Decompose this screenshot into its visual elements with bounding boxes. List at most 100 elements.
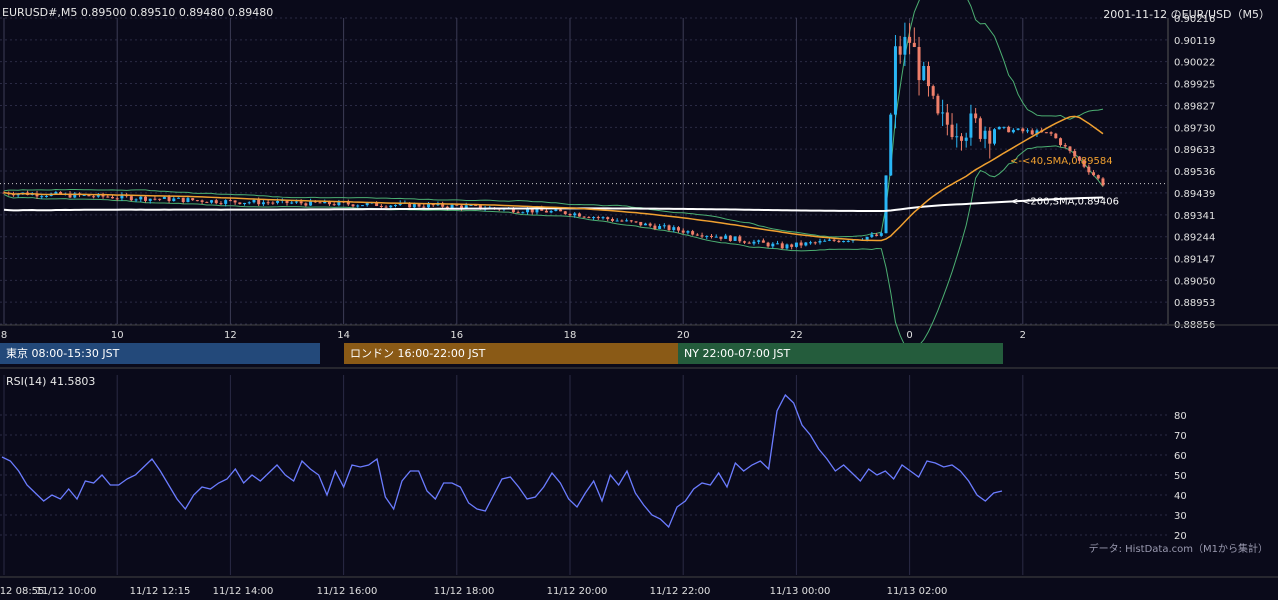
rsi-line (1, 393, 1003, 529)
price-tick-label: 0.89050 (1174, 276, 1215, 287)
candle-body (926, 65, 930, 87)
candle-body (1007, 126, 1011, 133)
candle-body (54, 192, 58, 194)
candle-body (554, 209, 558, 212)
candle-body (898, 46, 902, 55)
candle-body (294, 201, 298, 203)
candle-body (120, 194, 124, 199)
bottom-time-label: 11/12 18:00 (434, 586, 495, 597)
candle-body (974, 113, 978, 119)
ohlc-readout: EURUSD#,M5 0.89500 0.89510 0.89480 0.894… (2, 6, 274, 19)
candle-body (634, 221, 638, 223)
rsi-tick-label: 50 (1174, 471, 1187, 482)
candle-body (813, 242, 817, 244)
candle-body (271, 202, 275, 204)
price-tick-label: 0.90216 (1174, 14, 1215, 25)
candle-body (1087, 166, 1091, 173)
candle-body (186, 198, 190, 202)
sma-40-label: <-<40,SMA,0.89584 (1010, 156, 1113, 167)
time-tick-label: 8 (1, 330, 7, 341)
moving-averages (3, 115, 1104, 242)
candle-body (710, 235, 713, 237)
candle-body (601, 217, 605, 219)
candle-body (964, 137, 968, 141)
candle-body (606, 217, 610, 220)
candle-body (153, 198, 157, 200)
candle-body (1096, 175, 1100, 179)
candle-body (563, 211, 567, 214)
candle-body (639, 221, 643, 226)
candle-body (681, 230, 685, 233)
candle-body (327, 200, 331, 205)
candle-body (672, 227, 676, 231)
price-axis: 0.90216 0.90119 0.90022 0.89925 0.89827 0.897… (0, 14, 1278, 331)
candle-body (1059, 138, 1063, 146)
candle-body (1002, 126, 1006, 128)
candle-body (922, 65, 926, 81)
candle-body (134, 199, 138, 201)
candle-body (181, 197, 185, 202)
candle-body (228, 200, 232, 202)
candle-body (379, 206, 383, 208)
candle-body (587, 217, 591, 219)
candle-body (346, 202, 350, 205)
candle-body (200, 200, 204, 202)
candle-body (728, 235, 732, 241)
candle-body (205, 201, 209, 203)
bottom-time-label: 11/12 20:00 (547, 586, 608, 597)
candle-body (804, 242, 808, 246)
candle-body (1101, 178, 1105, 186)
grid-lines (0, 17, 1168, 575)
candle-body (667, 225, 671, 231)
candle-body (620, 220, 624, 222)
session-london: ロンドン 16:00-22:00 JST (344, 343, 678, 364)
bottom-time-label: 11/12 10:00 (36, 586, 97, 597)
price-tick-label: 0.89925 (1174, 79, 1215, 90)
candle-body (266, 202, 270, 204)
candle-body (761, 240, 765, 243)
rsi-tick-label: 70 (1174, 431, 1187, 442)
candle-body (988, 130, 992, 144)
price-tick-label: 0.88953 (1174, 298, 1215, 309)
candle-body (247, 202, 251, 204)
candle-body (460, 205, 464, 209)
candle-body (695, 234, 699, 236)
candle-body (549, 211, 553, 213)
candle-body (629, 220, 633, 222)
candle-body (747, 242, 751, 244)
candle-body (393, 204, 397, 206)
candle-body (257, 199, 261, 205)
candle-body (714, 236, 718, 238)
candle-body (978, 118, 982, 139)
candle-body (431, 203, 435, 206)
candle-body (129, 196, 133, 201)
candle-body (526, 209, 530, 213)
candle-body (790, 244, 794, 247)
time-tick-label: 10 (111, 330, 124, 341)
rsi-tick-label: 80 (1174, 411, 1187, 422)
candle-body (662, 225, 666, 227)
candle-body (82, 194, 86, 196)
price-tick-label: 0.89633 (1174, 145, 1215, 156)
candle-body (521, 212, 525, 214)
candle-body (318, 202, 322, 204)
candle-body (195, 200, 199, 202)
candle-body (408, 202, 412, 208)
candle-body (276, 200, 280, 203)
candle-body (610, 219, 614, 221)
candle-body (865, 236, 869, 240)
candle-body (110, 196, 114, 199)
candle-body (879, 233, 883, 236)
candle-body (162, 196, 166, 199)
candle-body (959, 136, 963, 141)
price-tick-label: 0.89536 (1174, 167, 1215, 178)
candle-body (469, 204, 473, 206)
candle-body (389, 205, 393, 208)
candle-body (997, 126, 1001, 130)
time-tick-label: 12 (224, 330, 237, 341)
candle-body (478, 205, 482, 209)
bottom-time-label: 11/13 00:00 (770, 586, 831, 597)
candle-body (757, 240, 761, 242)
